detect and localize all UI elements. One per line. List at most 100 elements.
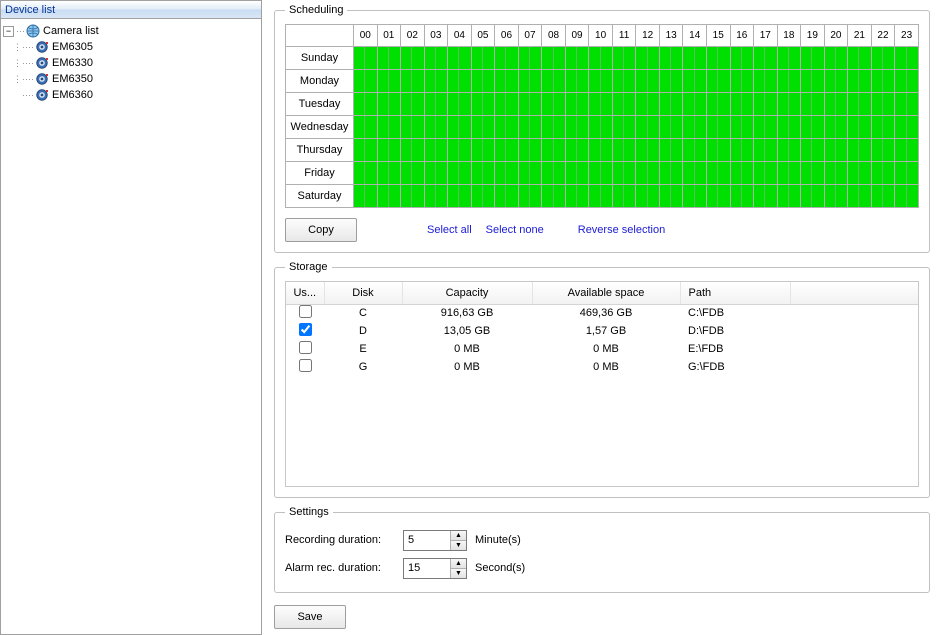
schedule-cell[interactable] — [518, 162, 542, 185]
schedule-cell[interactable] — [377, 139, 401, 162]
schedule-cell[interactable] — [824, 93, 848, 116]
schedule-cell[interactable] — [801, 47, 825, 70]
day-header[interactable]: Friday — [286, 162, 354, 185]
schedule-cell[interactable] — [871, 185, 895, 208]
schedule-cell[interactable] — [471, 185, 495, 208]
schedule-cell[interactable] — [848, 70, 872, 93]
hour-header[interactable]: 20 — [824, 25, 848, 47]
schedule-cell[interactable] — [777, 47, 801, 70]
hour-header[interactable]: 12 — [636, 25, 660, 47]
schedule-cell[interactable] — [354, 70, 378, 93]
schedule-cell[interactable] — [589, 47, 613, 70]
schedule-cell[interactable] — [495, 185, 519, 208]
schedule-cell[interactable] — [495, 47, 519, 70]
schedule-cell[interactable] — [565, 47, 589, 70]
tree-item-camera[interactable]: ⋮····EM6350 — [3, 71, 259, 87]
schedule-cell[interactable] — [636, 185, 660, 208]
hour-header[interactable]: 11 — [612, 25, 636, 47]
schedule-cell[interactable] — [565, 116, 589, 139]
schedule-cell[interactable] — [518, 185, 542, 208]
schedule-cell[interactable] — [377, 185, 401, 208]
schedule-cell[interactable] — [424, 47, 448, 70]
schedule-cell[interactable] — [659, 162, 683, 185]
schedule-cell[interactable] — [401, 93, 425, 116]
schedule-cell[interactable] — [777, 185, 801, 208]
schedule-cell[interactable] — [777, 70, 801, 93]
storage-use-checkbox[interactable] — [299, 323, 312, 336]
schedule-cell[interactable] — [589, 116, 613, 139]
schedule-cell[interactable] — [377, 47, 401, 70]
schedule-cell[interactable] — [354, 139, 378, 162]
hour-header[interactable]: 08 — [542, 25, 566, 47]
storage-col-path[interactable]: Path — [680, 282, 790, 304]
schedule-cell[interactable] — [659, 139, 683, 162]
hour-header[interactable]: 19 — [801, 25, 825, 47]
storage-row[interactable]: C916,63 GB469,36 GBC:\FDB — [286, 304, 918, 322]
schedule-cell[interactable] — [706, 70, 730, 93]
schedule-cell[interactable] — [871, 93, 895, 116]
schedule-cell[interactable] — [377, 93, 401, 116]
schedule-cell[interactable] — [354, 47, 378, 70]
schedule-cell[interactable] — [895, 93, 919, 116]
schedule-cell[interactable] — [683, 139, 707, 162]
schedule-cell[interactable] — [448, 93, 472, 116]
storage-col-disk[interactable]: Disk — [324, 282, 402, 304]
schedule-cell[interactable] — [518, 93, 542, 116]
copy-button[interactable]: Copy — [285, 218, 357, 242]
schedule-cell[interactable] — [495, 162, 519, 185]
schedule-cell[interactable] — [801, 185, 825, 208]
schedule-cell[interactable] — [871, 70, 895, 93]
schedule-cell[interactable] — [730, 93, 754, 116]
hour-header[interactable]: 23 — [895, 25, 919, 47]
storage-use-checkbox[interactable] — [299, 359, 312, 372]
hour-header[interactable]: 10 — [589, 25, 613, 47]
schedule-cell[interactable] — [659, 185, 683, 208]
schedule-cell[interactable] — [706, 139, 730, 162]
schedule-cell[interactable] — [895, 185, 919, 208]
storage-row[interactable]: D13,05 GB1,57 GBD:\FDB — [286, 322, 918, 340]
schedule-cell[interactable] — [683, 162, 707, 185]
schedule-cell[interactable] — [754, 70, 778, 93]
schedule-cell[interactable] — [636, 47, 660, 70]
schedule-cell[interactable] — [471, 162, 495, 185]
hour-header[interactable]: 15 — [706, 25, 730, 47]
tree-item-camera[interactable]: ⋮····EM6305 — [3, 39, 259, 55]
spinner-up-icon[interactable]: ▲ — [451, 531, 466, 541]
day-header[interactable]: Tuesday — [286, 93, 354, 116]
schedule-cell[interactable] — [801, 70, 825, 93]
schedule-cell[interactable] — [848, 185, 872, 208]
schedule-cell[interactable] — [871, 47, 895, 70]
schedule-cell[interactable] — [848, 139, 872, 162]
schedule-cell[interactable] — [683, 185, 707, 208]
schedule-cell[interactable] — [824, 139, 848, 162]
schedule-cell[interactable] — [683, 93, 707, 116]
schedule-cell[interactable] — [377, 70, 401, 93]
schedule-cell[interactable] — [377, 162, 401, 185]
schedule-cell[interactable] — [542, 93, 566, 116]
spinner-down-icon[interactable]: ▼ — [451, 569, 466, 578]
schedule-cell[interactable] — [589, 70, 613, 93]
schedule-cell[interactable] — [730, 47, 754, 70]
schedule-cell[interactable] — [706, 47, 730, 70]
day-header[interactable]: Wednesday — [286, 116, 354, 139]
schedule-cell[interactable] — [777, 139, 801, 162]
schedule-cell[interactable] — [495, 139, 519, 162]
alarm-duration-spinner[interactable]: ▲▼ — [403, 558, 467, 579]
schedule-cell[interactable] — [612, 47, 636, 70]
schedule-cell[interactable] — [471, 116, 495, 139]
schedule-cell[interactable] — [448, 162, 472, 185]
schedule-cell[interactable] — [495, 116, 519, 139]
schedule-cell[interactable] — [612, 70, 636, 93]
spinner-down-icon[interactable]: ▼ — [451, 541, 466, 550]
schedule-cell[interactable] — [895, 162, 919, 185]
schedule-cell[interactable] — [589, 162, 613, 185]
schedule-cell[interactable] — [518, 47, 542, 70]
schedule-cell[interactable] — [801, 116, 825, 139]
schedule-cell[interactable] — [683, 116, 707, 139]
schedule-cell[interactable] — [354, 93, 378, 116]
schedule-cell[interactable] — [448, 70, 472, 93]
schedule-cell[interactable] — [754, 93, 778, 116]
schedule-cell[interactable] — [871, 162, 895, 185]
schedule-cell[interactable] — [754, 139, 778, 162]
select-all-link[interactable]: Select all — [427, 224, 472, 236]
